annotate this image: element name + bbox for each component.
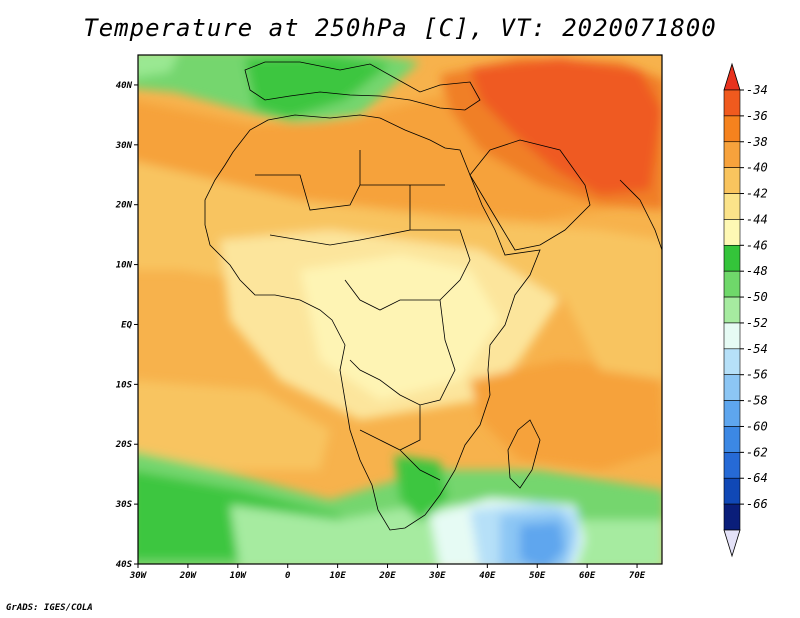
colorbar-swatch [723,270,741,298]
colorbar-swatch [723,477,741,505]
colorbar-label: -44 [746,212,768,226]
colorbar-label: -62 [746,445,768,459]
axis-ticks: 30W 20W 10W 0 10E 20E 30E 40E 50E 60E 70E 40N 30N 20N… [115,81,646,581]
coastlines [204,61,663,531]
madagascar-coastline [507,419,541,489]
plot-frame [137,54,663,565]
temperature-field [138,55,662,564]
y-tick-label: 20N [115,201,133,211]
x-tick-label: 0 [285,571,291,581]
colorbar-swatch [723,374,741,401]
colorbar-label: -36 [746,109,768,123]
y-tick-label: 30S [115,500,133,510]
colorbar-label: -66 [746,497,768,511]
y-tick-label: 20S [115,440,133,450]
colorbar-label: -54 [746,342,768,356]
colorbar-swatch [723,503,741,531]
colorbar-swatch [723,452,741,479]
colorbar-label: -38 [746,135,768,149]
colorbar-swatch [723,426,741,453]
colorbar-label: -56 [746,368,768,382]
europe-coastline [244,61,481,111]
colorbar-label: -52 [746,316,768,330]
colorbar-label: -34 [746,83,768,97]
colorbar-swatch [723,219,741,246]
y-tick-label: 40S [116,560,133,570]
colorbar-label: -46 [746,238,768,252]
colorbar-swatch [723,141,741,168]
x-tick-label: 50E [529,571,546,581]
y-tick-label: 30N [115,141,133,151]
colorbar-label: -50 [746,290,768,304]
borders [255,150,471,481]
x-tick-label: 10W [230,571,248,581]
colorbar-swatch [723,400,741,427]
x-tick-label: 20W [179,571,198,581]
colorbar-label: -48 [746,264,768,278]
y-tick-label: 10N [116,261,133,271]
colorbar-bottom-triangle [723,529,741,558]
colorbar: -34 -36 -38 -40 -42 -44 -46 -48 -50 -52 -54 -56 -58 -… [723,62,768,558]
y-tick-label: 10S [116,380,133,390]
india-coastline [619,179,663,251]
x-tick-label: 30W [129,571,148,581]
x-tick-label: 40E [479,571,496,581]
colorbar-top-triangle [723,62,741,91]
colorbar-swatch [723,296,741,324]
africa-coastline [204,114,541,531]
colorbar-label: -42 [746,187,768,201]
x-tick-label: 20E [378,571,396,581]
colorbar-label: -58 [746,394,768,408]
colorbar-swatch [723,167,741,194]
y-tick-label: EQ [121,320,132,330]
x-tick-label: 60E [579,571,596,581]
colorbar-label: -60 [746,419,768,433]
colorbar-swatch [723,322,741,350]
y-tick-label: 40N [116,81,133,91]
colorbar-swatch [723,244,741,272]
colorbar-swatch [723,348,741,376]
colorbar-label: -40 [746,161,768,175]
colorbar-swatch [723,89,741,117]
x-tick-label: 70E [629,571,646,581]
arabia-coastline [469,139,591,251]
map-title: Temperature at 250hPa [C], VT: 202007180… [83,14,717,42]
colorbar-swatch [723,193,741,220]
colorbar-swatch [723,115,741,143]
x-tick-label: 10E [329,571,346,581]
colorbar-label: -64 [746,471,768,485]
x-tick-label: 30E [428,571,446,581]
credit-label: GrADS: IGES/COLA [6,603,93,613]
